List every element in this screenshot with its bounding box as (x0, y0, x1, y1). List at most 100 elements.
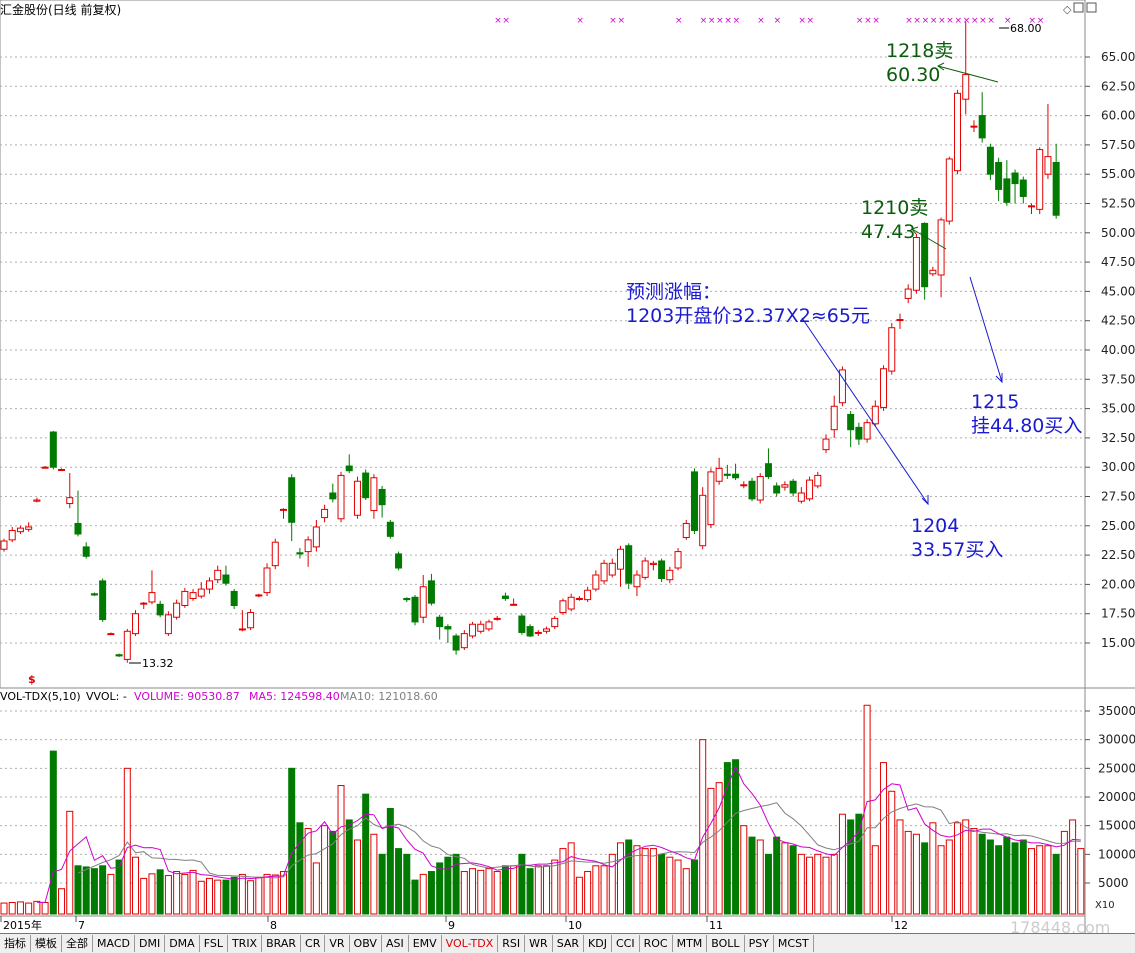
candle-body (896, 319, 904, 322)
indicator-tab[interactable]: CCI (612, 935, 640, 952)
indicator-tab[interactable]: DMA (165, 935, 200, 952)
candle (419, 575, 427, 624)
indicator-tab[interactable]: FSL (200, 935, 228, 952)
diamond-icon[interactable]: ◇ (1063, 3, 1072, 16)
indicator-tab[interactable]: CR (301, 935, 326, 952)
volume-bar (386, 807, 394, 915)
candle (1011, 169, 1019, 204)
candle-body (214, 569, 222, 581)
volume-bar (978, 833, 986, 915)
indicator-tab[interactable]: MACD (93, 935, 135, 952)
indicator-tab[interactable]: MTM (673, 935, 708, 952)
candle (608, 558, 616, 578)
watermark: 178448.com (1010, 918, 1111, 937)
indicator-tab[interactable]: MCST (774, 935, 814, 952)
candle-body (962, 74, 970, 100)
low-price-label: 13.32 (142, 657, 174, 670)
candle (880, 365, 888, 411)
indicator-tab[interactable]: VR (325, 935, 350, 952)
volume-bar (8, 901, 16, 915)
indicator-tab[interactable]: TRIX (228, 935, 263, 952)
volume-tick-label: 5000 (1098, 876, 1129, 890)
candle-body (551, 617, 559, 628)
candle-body (82, 546, 90, 557)
indicator-tab[interactable]: WR (525, 935, 553, 952)
candle-body (189, 592, 197, 599)
candle (510, 598, 518, 606)
candle-body (715, 467, 723, 482)
indicator-tab[interactable]: 全部 (62, 935, 93, 952)
candle (33, 497, 41, 503)
volume-bar (444, 856, 452, 915)
candlestick-series (0, 21, 1060, 663)
candle (822, 434, 830, 454)
volume-bar (921, 842, 929, 915)
candle-body (740, 484, 748, 487)
candle (58, 468, 66, 472)
candle-body (658, 560, 666, 580)
volume-bar (954, 822, 962, 915)
candle-body (986, 146, 994, 175)
month-label: 8 (270, 919, 277, 932)
candle-body (337, 474, 345, 520)
maximize-panel-button[interactable] (1086, 2, 1097, 13)
price-tick-label: 17.50 (1101, 607, 1135, 621)
volume-bar (986, 839, 994, 915)
indicator-tab[interactable]: BOLL (707, 935, 745, 952)
candle (74, 490, 82, 537)
candle-body (1044, 156, 1052, 175)
indicator-tab[interactable]: KDJ (584, 935, 612, 952)
volume-bar (937, 845, 945, 915)
signal-marker-icon: × (979, 16, 987, 26)
candle (847, 410, 855, 448)
sell-1218-date: 1218卖 (886, 40, 953, 62)
candle-body (723, 473, 731, 476)
volume-bar (189, 869, 197, 915)
indicator-tab[interactable]: SAR (553, 935, 585, 952)
candle-body (263, 567, 271, 594)
candle-body (25, 526, 33, 530)
candle-body (608, 562, 616, 576)
candle-body (954, 92, 962, 172)
indicator-tab[interactable]: ROC (640, 935, 673, 952)
volume-bar (674, 859, 682, 915)
candle (403, 597, 411, 602)
candle-body (1052, 161, 1060, 216)
buy-1204-date: 1204 (911, 515, 959, 537)
signal-marker-icon: × (987, 16, 995, 26)
candle-body (863, 422, 871, 440)
candle-body (838, 369, 846, 404)
candle-body (575, 597, 583, 600)
indicator-tab[interactable]: VOL-TDX (442, 935, 499, 952)
candle (255, 593, 263, 598)
signal-marker-icon: × (618, 16, 626, 26)
indicator-tab[interactable]: ASI (382, 935, 409, 952)
volume-bar (0, 902, 8, 915)
volume-bar (206, 877, 213, 915)
indicator-tab[interactable]: PSY (745, 935, 774, 952)
indicator-tab[interactable]: 模板 (31, 935, 62, 952)
price-panel-frame (0, 0, 1086, 689)
minimize-panel-button[interactable] (1073, 2, 1084, 13)
candle (304, 536, 312, 567)
candle (173, 599, 181, 620)
indicator-tab[interactable]: BRAR (262, 935, 302, 952)
indicator-tab[interactable]: RSI (498, 935, 526, 952)
indicator-tab[interactable]: EMV (409, 935, 442, 952)
indicator-tab[interactable]: 指标 (0, 935, 31, 952)
candle (592, 570, 600, 592)
volume-bar (304, 828, 312, 915)
candle (370, 474, 378, 519)
volume-bar (395, 848, 403, 915)
indicator-tab[interactable]: OBV (350, 935, 382, 952)
candle-body (732, 473, 740, 479)
candle (699, 487, 707, 550)
volume-bar (255, 876, 263, 915)
indicator-tab[interactable]: DMI (135, 935, 166, 952)
candle (723, 464, 731, 479)
candle-body (625, 545, 633, 584)
volume-bar (995, 845, 1003, 915)
candle-body (534, 631, 542, 634)
price-tick-label: 57.50 (1101, 138, 1135, 152)
candle-body (699, 494, 707, 547)
